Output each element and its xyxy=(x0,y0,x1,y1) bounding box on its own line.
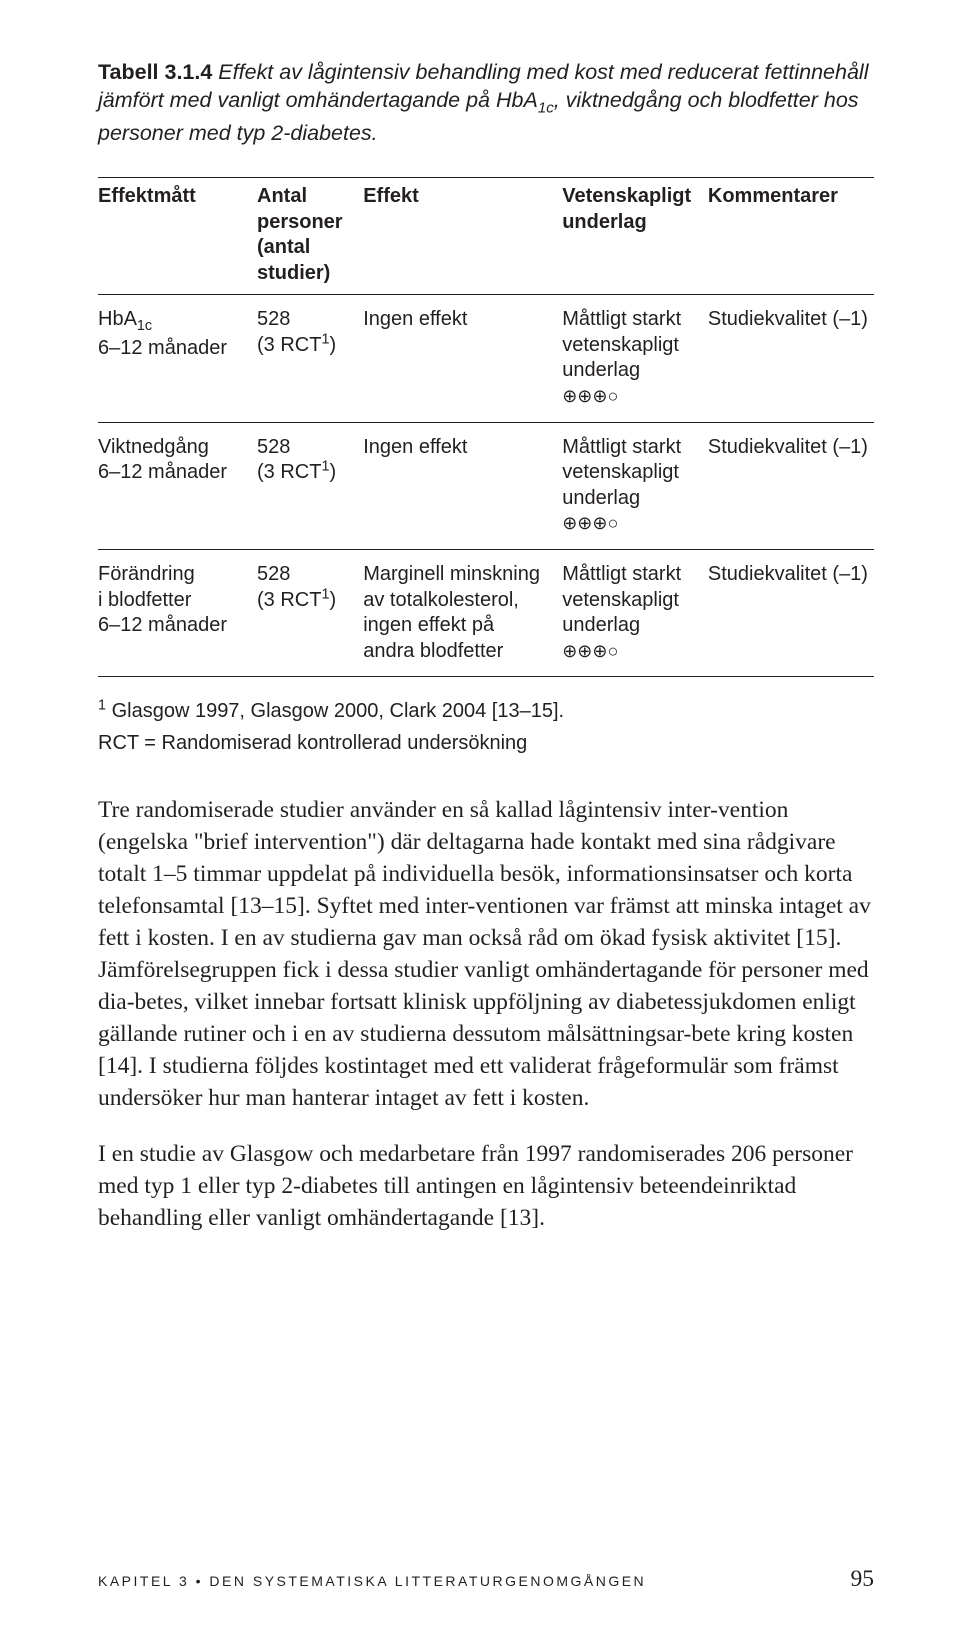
cell-vetenskap: Måttligt starkt vetenskapligt underlag ⊕… xyxy=(562,550,708,677)
cell-vetenskap: Måttligt starkt vetenskapligt underlag ⊕… xyxy=(562,422,708,549)
footer-chapter: KAPITEL 3 • DEN SYSTEMATISKA LITTERATURG… xyxy=(98,1573,646,1589)
paragraph-1: Tre randomiserade studier använder en så… xyxy=(98,795,874,1115)
cell-effektmatt: Viktnedgång 6–12 månader xyxy=(98,422,257,549)
caption-label: Tabell 3.1.4 xyxy=(98,60,212,84)
th-antal: Antal personer (antal studier) xyxy=(257,177,363,294)
table-caption: Tabell 3.1.4 Effekt av lågintensiv behan… xyxy=(98,58,874,147)
paragraph-2: I en studie av Glasgow och medarbetare f… xyxy=(98,1139,874,1235)
page-number: 95 xyxy=(851,1566,875,1593)
running-footer: KAPITEL 3 • DEN SYSTEMATISKA LITTERATURG… xyxy=(98,1566,874,1593)
th-effekt: Effekt xyxy=(363,177,562,294)
th-effektmatt: Effektmått xyxy=(98,177,257,294)
cell-effekt: Ingen effekt xyxy=(363,295,562,422)
cell-effektmatt: Förändring i blodfetter 6–12 månader xyxy=(98,550,257,677)
cell-kommentar: Studiekvalitet (–1) xyxy=(708,422,874,549)
cell-antal: 528 (3 RCT1) xyxy=(257,422,363,549)
cell-effekt: Marginell minskning av totalkolesterol, … xyxy=(363,550,562,677)
cell-effektmatt: HbA1c 6–12 månader xyxy=(98,295,257,422)
th-vetenskap: Vetenskapligt underlag xyxy=(562,177,708,294)
grade-icon: ⊕⊕⊕○ xyxy=(562,641,618,661)
grade-icon: ⊕⊕⊕○ xyxy=(562,513,618,533)
cell-kommentar: Studiekvalitet (–1) xyxy=(708,550,874,677)
footnote-2: RCT = Randomiserad kontrollerad undersök… xyxy=(98,727,874,759)
table-header-row: Effektmått Antal personer (antal studier… xyxy=(98,177,874,294)
effects-table: Effektmått Antal personer (antal studier… xyxy=(98,177,874,678)
cell-vetenskap: Måttligt starkt vetenskapligt underlag ⊕… xyxy=(562,295,708,422)
cell-effekt: Ingen effekt xyxy=(363,422,562,549)
grade-icon: ⊕⊕⊕○ xyxy=(562,386,618,406)
cell-antal: 528 (3 RCT1) xyxy=(257,550,363,677)
table-row: Förändring i blodfetter 6–12 månader 528… xyxy=(98,550,874,677)
cell-antal: 528 (3 RCT1) xyxy=(257,295,363,422)
table-row: HbA1c 6–12 månader 528 (3 RCT1) Ingen ef… xyxy=(98,295,874,422)
body-text: Tre randomiserade studier använder en så… xyxy=(98,795,874,1234)
th-kommentarer: Kommentarer xyxy=(708,177,874,294)
table-footnotes: 1 Glasgow 1997, Glasgow 2000, Clark 2004… xyxy=(98,695,874,759)
table-row: Viktnedgång 6–12 månader 528 (3 RCT1) In… xyxy=(98,422,874,549)
cell-kommentar: Studiekvalitet (–1) xyxy=(708,295,874,422)
caption-sub: 1c xyxy=(538,100,554,117)
footnote-1: Glasgow 1997, Glasgow 2000, Clark 2004 [… xyxy=(106,700,564,722)
footnote-sup: 1 xyxy=(98,698,106,714)
